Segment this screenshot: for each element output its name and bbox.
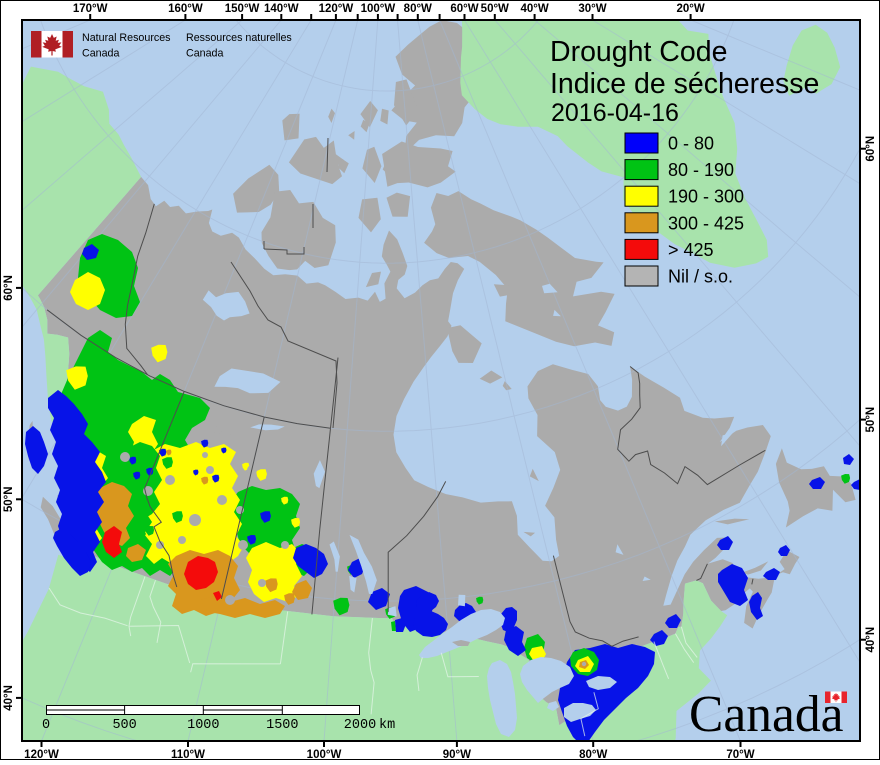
svg-text:50°N: 50°N [3, 486, 15, 512]
svg-text:> 425: > 425 [668, 240, 714, 260]
svg-text:300 - 425: 300 - 425 [668, 213, 744, 233]
svg-text:110°W: 110°W [171, 749, 205, 760]
svg-text:30°W: 30°W [578, 3, 606, 15]
svg-text:160°W: 160°W [168, 3, 203, 15]
svg-text:Ressources naturelles: Ressources naturelles [186, 32, 292, 44]
svg-text:50°N: 50°N [865, 407, 877, 433]
svg-text:60°W: 60°W [450, 3, 478, 15]
svg-text:Canada: Canada [186, 48, 223, 60]
svg-text:60°N: 60°N [3, 275, 15, 301]
svg-text:0: 0 [42, 718, 50, 733]
svg-text:2000: 2000 [344, 718, 376, 733]
svg-text:1500: 1500 [266, 718, 298, 733]
svg-text:150°W: 150°W [225, 3, 260, 15]
svg-text:km: km [379, 718, 395, 733]
svg-text:60°N: 60°N [865, 136, 877, 162]
svg-text:Drought Code: Drought Code [550, 36, 727, 68]
svg-text:70°W: 70°W [726, 749, 754, 760]
svg-text:120°W: 120°W [24, 749, 59, 760]
svg-text:Canada: Canada [689, 686, 844, 743]
svg-text:40°N: 40°N [865, 627, 877, 653]
svg-text:100°W: 100°W [307, 749, 342, 760]
svg-text:500: 500 [112, 718, 136, 733]
svg-text:40°W: 40°W [520, 3, 548, 15]
svg-text:Canada: Canada [82, 48, 119, 60]
svg-text:20°W: 20°W [676, 3, 704, 15]
svg-text:120°W: 120°W [319, 3, 354, 15]
svg-text:50°W: 50°W [481, 3, 509, 15]
svg-text:Indice de sécheresse: Indice de sécheresse [550, 68, 819, 100]
svg-text:0 - 80: 0 - 80 [668, 134, 714, 154]
svg-text:80°W: 80°W [579, 749, 607, 760]
svg-text:90°W: 90°W [443, 749, 471, 760]
svg-text:Nil / s.o.: Nil / s.o. [668, 267, 733, 287]
svg-text:2016-04-16: 2016-04-16 [551, 99, 679, 127]
svg-text:40°N: 40°N [3, 685, 15, 711]
svg-text:80 - 190: 80 - 190 [668, 160, 734, 180]
svg-text:80°W: 80°W [404, 3, 432, 15]
svg-text:140°W: 140°W [264, 3, 299, 15]
svg-text:190 - 300: 190 - 300 [668, 187, 744, 207]
svg-text:1000: 1000 [187, 718, 219, 733]
svg-text:100°W: 100°W [361, 3, 396, 15]
svg-text:170°W: 170°W [73, 3, 108, 15]
svg-text:Natural Resources: Natural Resources [82, 32, 171, 44]
